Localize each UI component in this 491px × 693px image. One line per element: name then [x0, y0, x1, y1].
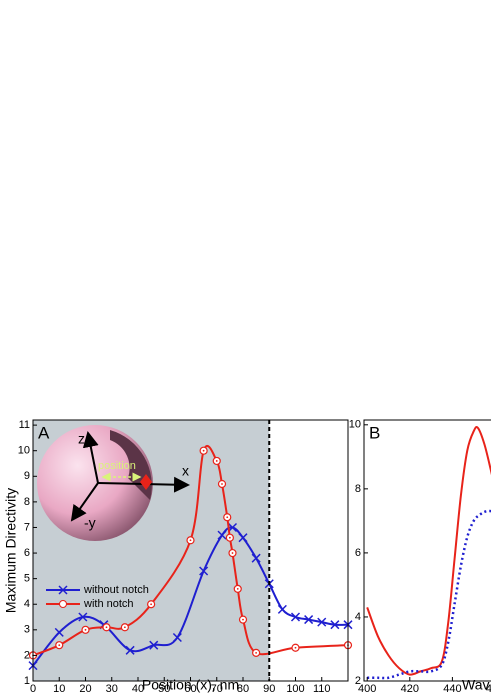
x-tick-label: 100 — [286, 683, 304, 693]
y-tick-label: 5 — [24, 573, 30, 585]
marker — [238, 533, 248, 543]
marker-dot — [189, 539, 192, 542]
legend-label: with notch — [83, 598, 134, 610]
y-tick-label: 2 — [355, 675, 361, 687]
x-tick-label: 30 — [106, 683, 118, 693]
y-tick-label: 4 — [24, 598, 30, 610]
marker-dot — [202, 449, 205, 452]
marker-dot — [105, 626, 108, 629]
annotation: -y — [84, 515, 96, 531]
marker-dot — [236, 587, 239, 590]
marker — [251, 553, 261, 563]
marker — [290, 612, 301, 622]
y-tick-label: 1 — [24, 675, 30, 687]
marker — [149, 640, 159, 650]
y-tick-label: 11 — [19, 419, 30, 431]
legend-label: without notch — [83, 584, 149, 596]
y-tick-label: 3 — [24, 624, 30, 636]
marker-dot — [255, 651, 258, 654]
y-tick-label: 6 — [355, 547, 361, 559]
marker-dot — [215, 460, 218, 462]
inset-diagram: z x -y position — [37, 425, 190, 541]
y-tick-label: 10 — [18, 445, 30, 457]
x-tick-label: 80 — [237, 683, 249, 693]
x-tick-label: 440 — [443, 683, 461, 693]
series-line — [367, 509, 491, 680]
x-axis-label: Position (x), nm — [142, 677, 239, 693]
marker-dot — [294, 646, 297, 649]
y-tick-label: 8 — [355, 483, 361, 495]
marker-dot — [58, 644, 61, 647]
marker — [317, 617, 327, 627]
x-tick-label: 0 — [30, 683, 36, 693]
dipole — [140, 474, 152, 490]
marker-dot — [231, 552, 234, 554]
y-axis-arrow — [70, 482, 99, 522]
series-line — [366, 426, 491, 676]
marker-dot — [242, 618, 244, 621]
marker — [330, 620, 340, 630]
z-axis — [82, 431, 99, 484]
marker-dot — [84, 628, 87, 631]
marker-dot — [226, 516, 229, 519]
annotation: x — [182, 463, 189, 479]
marker — [78, 612, 88, 622]
x-tick-label: 20 — [79, 683, 91, 693]
marker-dot — [150, 603, 153, 606]
marker — [54, 627, 64, 637]
marker — [217, 530, 227, 540]
marker — [199, 566, 209, 576]
marker — [172, 632, 182, 643]
annotation: position — [98, 460, 136, 472]
y-tick-label: 6 — [24, 547, 30, 559]
marker-dot — [228, 536, 231, 539]
legend-marker — [59, 600, 67, 608]
y-tick-label: 9 — [24, 470, 30, 482]
axes-frame — [363, 419, 491, 682]
panel-label: B — [369, 423, 380, 442]
marker-dot — [221, 483, 223, 485]
panel-label: A — [38, 423, 50, 442]
marker-dot — [123, 626, 126, 629]
x-tick-label: 400 — [358, 683, 376, 693]
y-tick-label: 10 — [349, 419, 361, 431]
y-tick-label: 2 — [24, 649, 30, 661]
x-tick-label: 60 — [184, 683, 196, 693]
x-tick-label: 90 — [263, 683, 275, 693]
y-tick-label: 7 — [24, 521, 30, 533]
sphere — [37, 425, 153, 541]
x-tick-label: 70 — [211, 683, 223, 693]
x-tick-label: 50 — [158, 683, 170, 693]
x-tick-label: 40 — [132, 683, 144, 693]
y-axis-label: Maximum Directivity — [3, 488, 19, 613]
marker — [304, 615, 314, 625]
legend-marker — [58, 585, 68, 595]
marker — [277, 604, 287, 614]
y-tick-label: 4 — [355, 611, 361, 623]
x-axis-label: Wav — [462, 677, 489, 693]
x-tick-label: 460 — [486, 683, 491, 693]
annotation: z — [78, 431, 85, 447]
x-tick-label: 110 — [313, 683, 331, 693]
x-tick-label: 420 — [401, 683, 419, 693]
x-tick-label: 10 — [53, 683, 65, 693]
y-tick-label: 8 — [24, 496, 30, 508]
marker — [125, 645, 135, 655]
